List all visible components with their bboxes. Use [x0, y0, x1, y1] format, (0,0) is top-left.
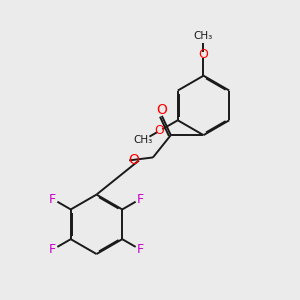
- Text: O: O: [156, 103, 167, 117]
- Text: CH₃: CH₃: [134, 135, 153, 145]
- Text: CH₃: CH₃: [194, 31, 213, 40]
- Text: F: F: [137, 243, 144, 256]
- Text: F: F: [49, 243, 56, 256]
- Text: F: F: [49, 193, 56, 206]
- Text: O: O: [199, 48, 208, 61]
- Text: O: O: [128, 153, 139, 167]
- Text: F: F: [137, 193, 144, 206]
- Text: O: O: [154, 124, 164, 137]
